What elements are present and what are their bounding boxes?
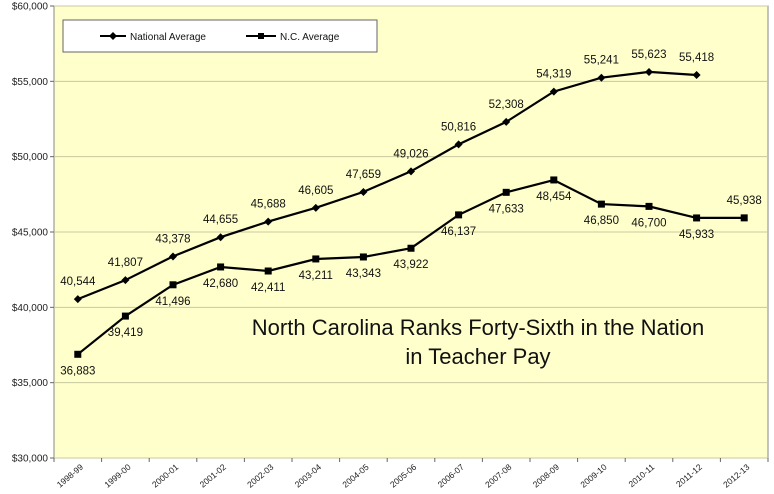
data-label-national: 44,655	[203, 214, 238, 226]
y-tick-label: $60,000	[12, 2, 49, 13]
point-national	[549, 87, 558, 96]
legend-label-nc: N.C. Average	[280, 32, 340, 43]
point-nc	[740, 214, 748, 222]
legend-marker-national	[109, 32, 117, 40]
x-tick-label: 1999-00	[102, 462, 133, 490]
point-national	[597, 73, 606, 82]
data-label-nc: 43,343	[346, 268, 381, 280]
x-tick-label: 2010-11	[626, 462, 656, 489]
point-national	[216, 233, 225, 242]
data-label-nc: 47,633	[489, 203, 524, 215]
annotation-line-2: in Teacher Pay	[405, 344, 550, 369]
data-label-national: 54,319	[536, 69, 571, 81]
x-tick-label: 2004-05	[340, 462, 371, 490]
data-label-national: 55,418	[679, 52, 714, 64]
data-label-national: 40,544	[60, 276, 96, 288]
series-line-national	[77, 70, 697, 301]
x-tick-label: 2006-07	[436, 462, 467, 490]
point-nc	[217, 263, 225, 271]
data-label-national: 47,659	[346, 169, 381, 181]
point-nc	[264, 267, 272, 275]
x-tick-label: 2000-01	[150, 462, 181, 490]
data-label-nc: 36,883	[60, 365, 95, 377]
point-national	[359, 187, 368, 196]
data-label-national: 55,241	[584, 55, 619, 67]
point-national	[407, 167, 415, 176]
point-nc	[502, 188, 510, 196]
data-label-national: 49,026	[393, 148, 428, 160]
x-tick-label: 2011-12	[674, 462, 704, 489]
data-label-nc: 42,680	[203, 278, 238, 290]
point-national	[502, 117, 511, 126]
point-national	[454, 140, 463, 149]
point-national	[692, 71, 701, 80]
data-label-nc: 42,411	[251, 282, 285, 294]
data-label-national: 43,378	[155, 233, 190, 245]
point-national	[311, 203, 320, 212]
data-label-national: 41,807	[108, 257, 143, 269]
data-label-nc: 43,922	[393, 259, 428, 271]
x-tick-label: 2003-04	[293, 462, 324, 490]
y-tick-label: $55,000	[12, 77, 49, 88]
data-label-national: 45,688	[251, 199, 286, 211]
data-label-nc: 43,211	[299, 270, 333, 282]
point-nc	[359, 253, 367, 261]
data-label-nc: 46,700	[631, 217, 666, 229]
data-label-national: 52,308	[489, 99, 524, 111]
y-tick-label: $35,000	[12, 378, 49, 389]
legend: National Average N.C. Average	[62, 19, 378, 53]
point-nc	[74, 350, 82, 358]
x-tick-label: 2007-08	[483, 462, 514, 490]
y-tick-label: $30,000	[12, 454, 49, 465]
data-labels: 40,544 41,807 43,378 44,655 45,688 46,605 47,6…	[60, 49, 762, 377]
series-group	[73, 67, 748, 358]
point-national	[169, 252, 177, 261]
x-tick-label: 2001-02	[198, 462, 229, 490]
y-tick-label: $50,000	[12, 152, 49, 163]
point-nc	[455, 211, 463, 219]
x-tick-label: 1998-99	[55, 462, 86, 490]
point-national	[121, 276, 130, 285]
legend-label-national: National Average	[130, 32, 206, 43]
point-national	[73, 295, 82, 304]
data-label-national: 55,623	[631, 49, 666, 61]
y-tick-label: $40,000	[12, 303, 49, 314]
point-nc	[407, 244, 415, 252]
x-tick-label: 2012-13	[721, 462, 752, 490]
data-label-nc: 48,454	[536, 191, 572, 203]
x-axis: 1998-99 1999-00 2000-01 2001-02 2002-03 2003-…	[53, 458, 769, 490]
data-label-nc: 41,496	[155, 296, 190, 308]
data-label-nc: 46,137	[441, 226, 476, 238]
x-tick-label: 2005-06	[388, 462, 419, 490]
data-label-nc: 39,419	[108, 327, 143, 339]
y-axis: $30,000 $35,000 $40,000 $45,000 $50,000 $55,0…	[12, 2, 54, 465]
legend-marker-nc	[258, 33, 264, 39]
point-nc	[121, 312, 129, 320]
data-label-nc: 45,933	[679, 229, 714, 241]
x-tick-label: 2009-10	[578, 462, 609, 490]
x-tick-label: 2008-09	[531, 462, 562, 490]
point-nc	[645, 202, 653, 210]
data-label-nc: 45,938	[727, 195, 762, 207]
data-label-nc: 46,850	[584, 215, 619, 227]
point-national	[264, 217, 273, 226]
point-national	[645, 67, 653, 76]
data-label-national: 46,605	[298, 185, 333, 197]
point-nc	[597, 200, 605, 208]
annotation-line-1: North Carolina Ranks Forty-Sixth in the …	[252, 315, 704, 340]
point-nc	[169, 281, 177, 289]
point-nc	[312, 255, 320, 263]
y-tick-label: $45,000	[12, 228, 49, 239]
point-nc	[550, 176, 558, 184]
point-nc	[693, 214, 701, 222]
data-label-national: 50,816	[441, 121, 476, 133]
x-tick-label: 2002-03	[245, 462, 276, 490]
grid-lines	[54, 5, 768, 459]
